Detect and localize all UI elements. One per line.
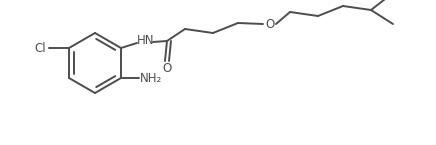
- Text: O: O: [162, 62, 172, 76]
- Text: NH₂: NH₂: [140, 71, 162, 85]
- Text: Cl: Cl: [34, 41, 46, 55]
- Text: HN: HN: [137, 35, 155, 48]
- Text: O: O: [266, 18, 275, 30]
